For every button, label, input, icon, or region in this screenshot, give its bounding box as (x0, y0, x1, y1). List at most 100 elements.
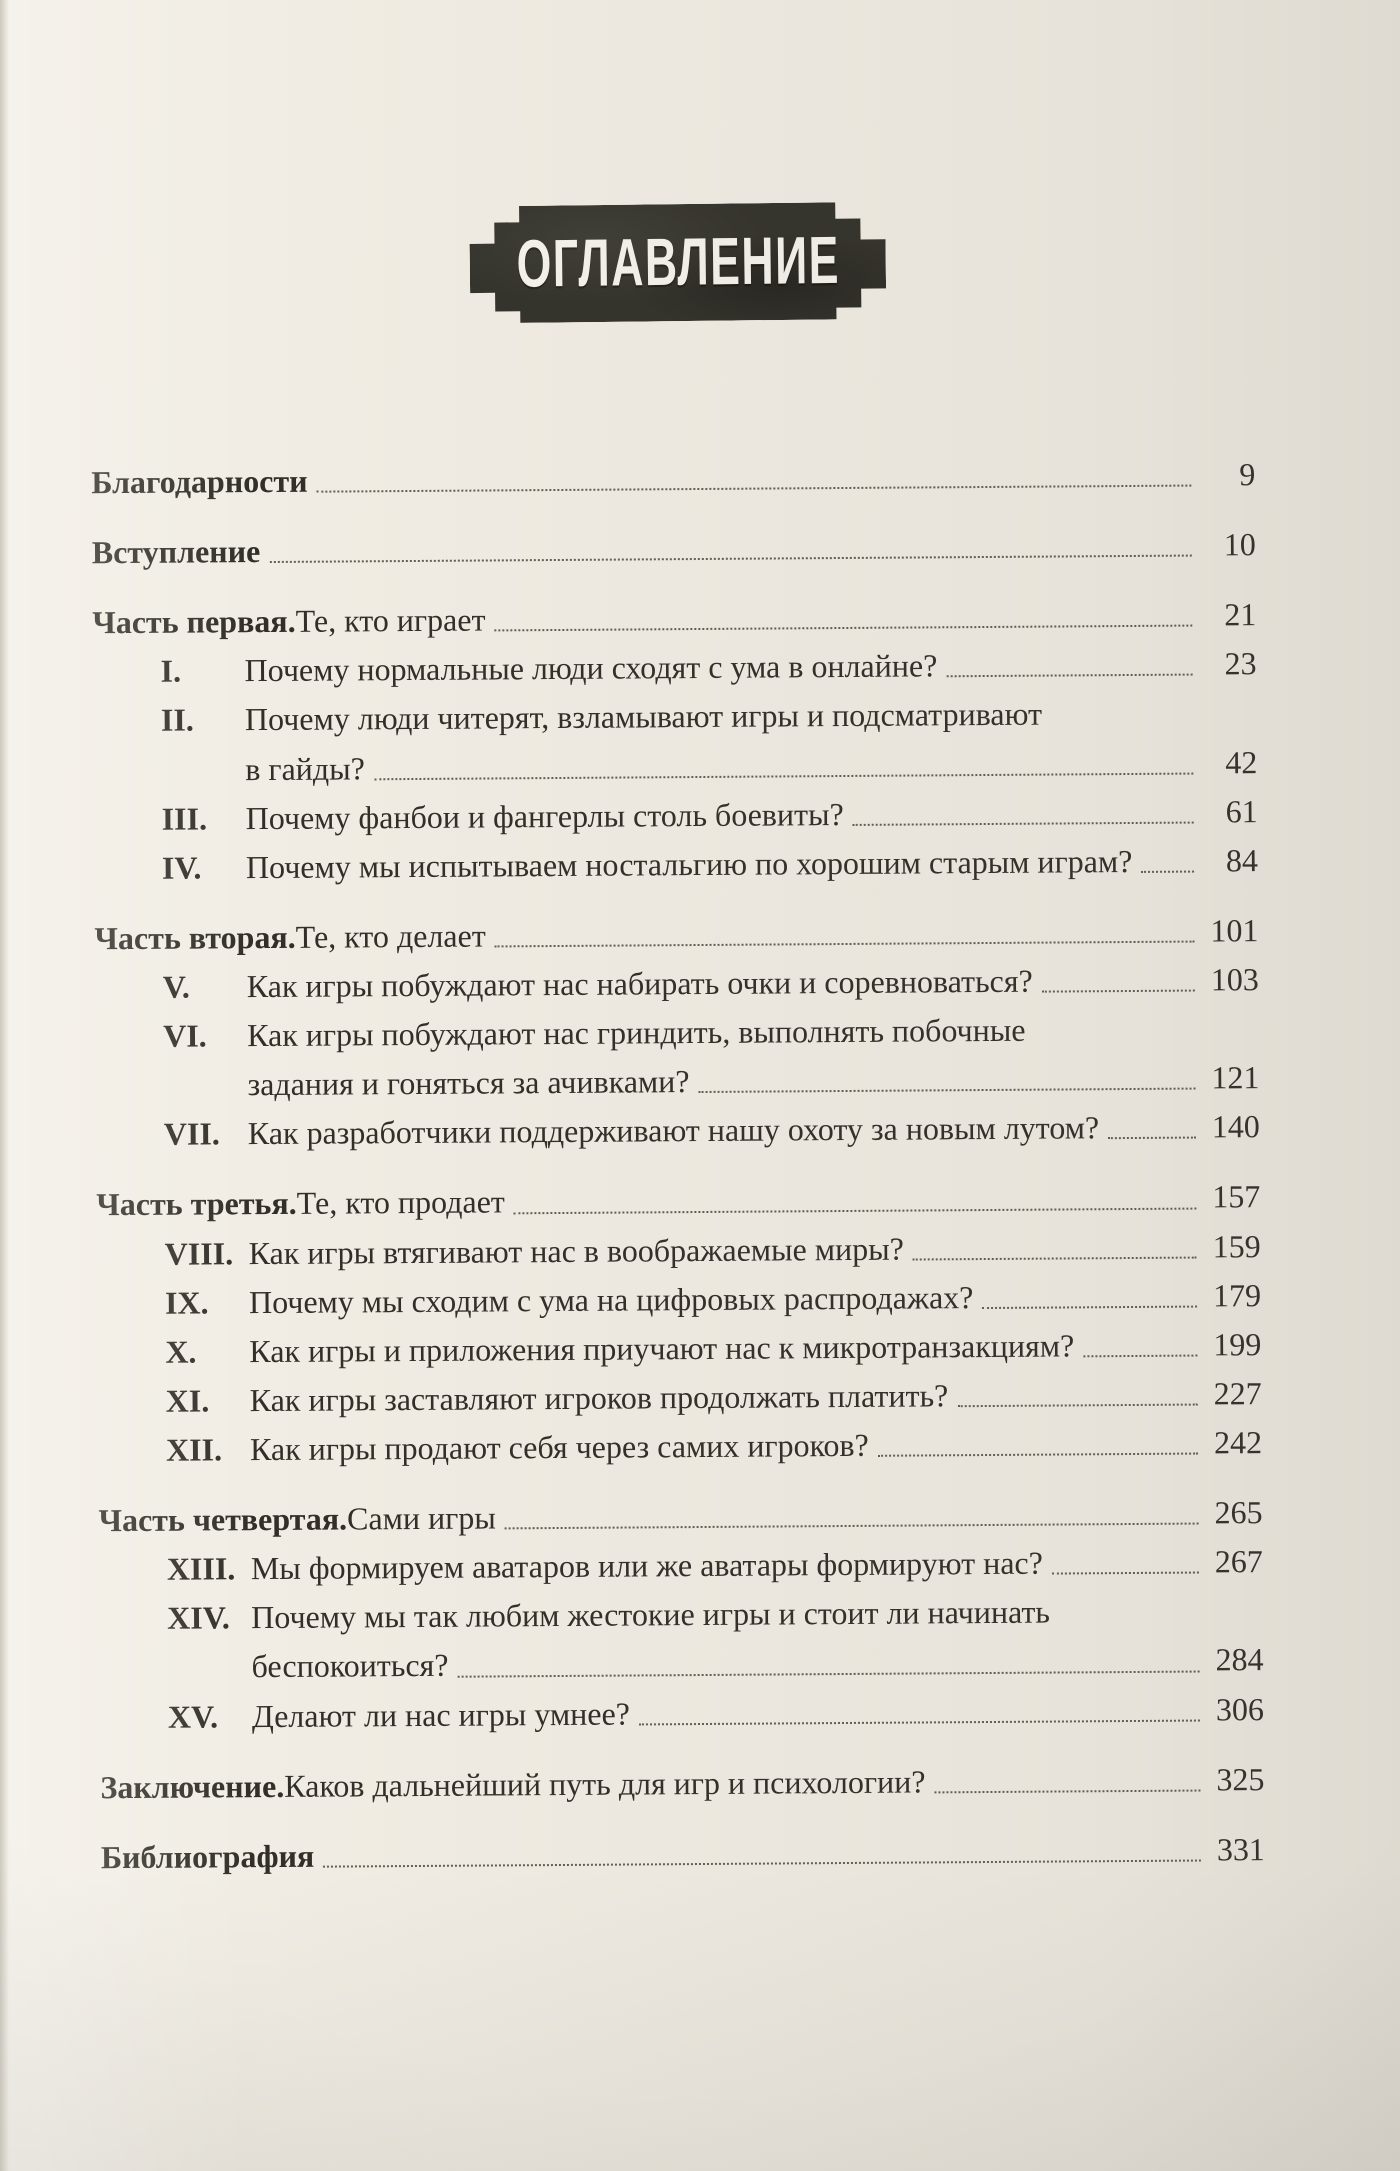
entry-page-number: 331 (1216, 1830, 1265, 1868)
toc-entry: I. Почему нормальные люди сходят с ума в … (92, 645, 1256, 690)
dot-leader (852, 821, 1194, 826)
entry-label: Как игры заставляют игроков продолжать п… (249, 1377, 949, 1419)
toc-entry: Часть первая. Те, кто играет 21 (92, 596, 1256, 641)
entry-label: Мы формируем аватаров или же аватары фор… (250, 1544, 1043, 1587)
table-of-contents: Благодарности 9 Вступление 10 Часть первая. … (91, 456, 1265, 1876)
entry-page-number: 284 (1215, 1641, 1264, 1678)
toc-entry: V. Как игры побуждают нас набирать очки и… (95, 961, 1259, 1006)
dot-leader (1041, 989, 1195, 993)
toc-entry: IX. Почему мы сходим с ума на цифровых ра… (97, 1277, 1261, 1322)
entry-label-bold: Вступление (91, 533, 261, 571)
entry-label-bold: Благодарности (91, 462, 308, 501)
chapter-numeral: XV. (167, 1697, 219, 1735)
toc-entry: беспокоиться? 284 (99, 1641, 1263, 1686)
chapter-numeral: V. (162, 968, 190, 1005)
entry-label: Те, кто делает (295, 917, 486, 955)
entry-page-number: 9 (1239, 456, 1256, 493)
toc-entry: Заключение. Каков дальнейший путь для иг… (100, 1761, 1264, 1806)
entry-page-number: 101 (1210, 911, 1259, 949)
toc-entry: Часть вторая. Те, кто делает 101 (94, 912, 1258, 957)
entry-label: Как игры и приложения приучают нас к мик… (249, 1327, 1075, 1369)
entry-page-number: 179 (1212, 1276, 1262, 1314)
dot-leader (494, 624, 1193, 632)
entry-label-bold: Заключение. (100, 1767, 285, 1805)
entry-label: Почему мы так любим жестокие игры и стои… (251, 1593, 1051, 1636)
entry-page-number: 61 (1225, 792, 1258, 829)
entry-label: Как игры побуждают нас набирать очки и с… (246, 962, 1033, 1005)
toc-entry: XI. Как игры заставляют игроков продолжат… (98, 1375, 1262, 1420)
chapter-numeral: XIV. (167, 1599, 230, 1637)
dot-leader (494, 940, 1195, 948)
toc-entry: II. Почему люди читерят, взламывают игры … (93, 695, 1257, 740)
dot-leader (457, 1670, 1200, 1678)
entry-page-number: 10 (1223, 526, 1256, 563)
dot-leader (934, 1789, 1201, 1794)
page-title-banner: ОГЛАВЛЕНИЕ (469, 202, 886, 324)
entry-label: Почему нормальные люди сходят с ума в он… (244, 647, 938, 689)
chapter-numeral: X. (165, 1333, 197, 1370)
entry-label: Те, кто играет (295, 601, 486, 640)
dot-leader (1141, 870, 1195, 873)
entry-label: Как игры втягивают нас в воображаемые ми… (248, 1230, 904, 1271)
entry-label: беспокоиться? (251, 1647, 449, 1685)
toc-entry: VII. Как разработчики поддерживают нашу о… (96, 1108, 1260, 1153)
entry-label: задания и гоняться за ачивками? (247, 1063, 690, 1103)
entry-page-number: 306 (1215, 1690, 1265, 1727)
chapter-numeral: VII. (163, 1115, 220, 1153)
entry-label: Каков дальнейший путь для игр и психолог… (284, 1763, 926, 1804)
toc-entry: X. Как игры и приложения приучают нас к м… (97, 1326, 1261, 1371)
entry-label: Те, кто продает (296, 1183, 505, 1222)
toc-entry: VI. Как игры побуждают нас гриндить, выпо… (95, 1010, 1259, 1055)
toc-entry: XIV. Почему мы так любим жестокие игры и … (99, 1592, 1263, 1637)
dot-leader (323, 1859, 1201, 1868)
page-title: ОГЛАВЛЕНИЕ (515, 223, 840, 302)
entry-label: Как игры побуждают нас гриндить, выполня… (247, 1011, 1026, 1054)
chapter-numeral: I. (160, 652, 182, 690)
toc-entry: Благодарности 9 (91, 456, 1255, 501)
toc-entry: Библиография 331 (101, 1831, 1265, 1876)
dot-leader (877, 1452, 1199, 1457)
toc-entry: IV. Почему мы испытываем ностальгию по хо… (94, 842, 1258, 887)
entry-label: Почему мы сходим с ума на цифровых распр… (248, 1278, 974, 1320)
toc-entry: XIII. Мы формируем аватаров или же аватар… (99, 1543, 1263, 1588)
dot-leader (946, 673, 1193, 678)
dot-leader (957, 1403, 1198, 1408)
chapter-numeral: XIII. (166, 1550, 236, 1587)
entry-page-number: 42 (1225, 743, 1258, 780)
entry-page-number: 103 (1210, 961, 1259, 998)
entry-page-number: 84 (1225, 841, 1259, 879)
chapter-numeral: VI. (163, 1017, 207, 1054)
toc-entry: XII. Как игры продают себя через самих иг… (98, 1424, 1262, 1469)
entry-label: Почему люди читерят, взламывают игры и п… (244, 696, 1043, 738)
chapter-numeral: XI. (165, 1382, 210, 1419)
entry-page-number: 21 (1224, 596, 1257, 633)
entry-label: Как игры продают себя через самих игроко… (249, 1426, 869, 1468)
entry-label: Почему мы испытываем ностальгию по хорош… (245, 842, 1133, 885)
entry-label-bold: Часть четвертая. (98, 1500, 348, 1539)
entry-page-number: 227 (1213, 1374, 1262, 1412)
entry-page-number: 325 (1216, 1760, 1265, 1798)
dot-leader (269, 554, 1192, 564)
entry-label-bold: Часть первая. (92, 603, 296, 641)
dot-leader (1051, 1571, 1199, 1575)
dot-leader (912, 1256, 1197, 1261)
dot-leader (316, 484, 1192, 493)
chapter-numeral: IX. (164, 1284, 209, 1321)
entry-page-number: 121 (1211, 1059, 1260, 1096)
entry-page-number: 23 (1224, 645, 1257, 682)
entry-label-bold: Часть третья. (96, 1185, 297, 1223)
entry-label: в гайды? (245, 749, 365, 787)
entry-label: Сами игры (346, 1499, 496, 1537)
chapter-numeral: VIII. (164, 1234, 234, 1272)
chapter-numeral: II. (160, 701, 194, 739)
toc-entry: Часть четвертая. Сами игры 265 (98, 1494, 1262, 1539)
entry-page-number: 242 (1213, 1424, 1263, 1461)
entry-page-number: 267 (1214, 1543, 1263, 1580)
entry-label-bold: Библиография (100, 1837, 315, 1875)
entry-label: Делают ли нас игры умнее? (251, 1695, 631, 1734)
dot-leader (504, 1522, 1199, 1530)
toc-entry: в гайды? 42 (93, 744, 1257, 789)
entry-label-bold: Часть вторая. (94, 918, 296, 957)
entry-page-number: 265 (1214, 1494, 1263, 1531)
